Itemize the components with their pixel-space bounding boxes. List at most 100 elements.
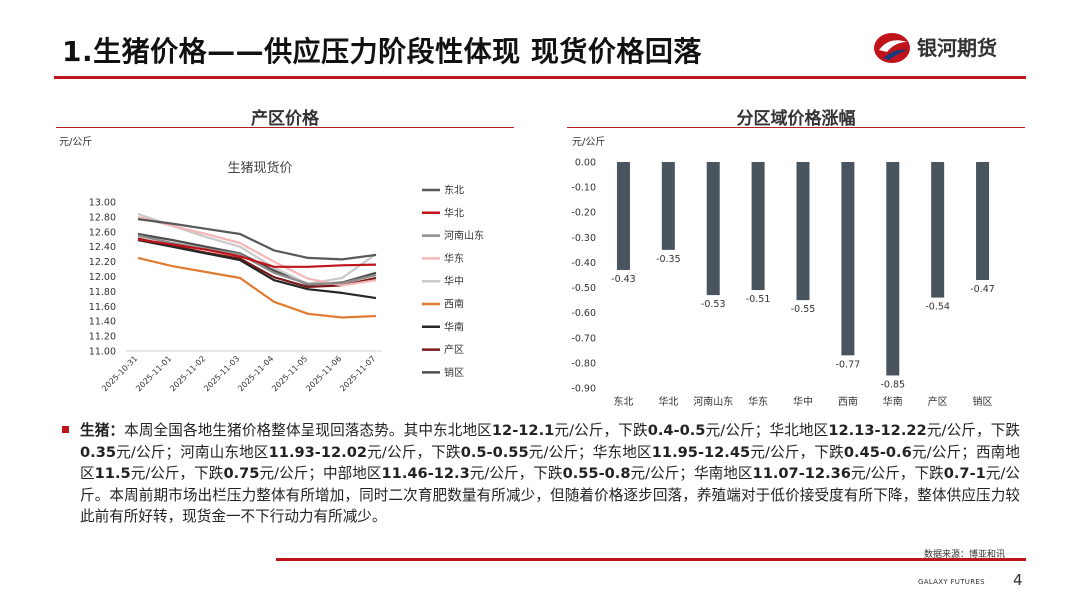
y-tick-label: 11.20 [89, 332, 116, 343]
paragraph-segment: 0.45-0.6 [843, 443, 912, 461]
y-tick-label: -0.70 [571, 333, 596, 344]
series-line-2 [137, 238, 377, 268]
paragraph-segment: 生猪： [80, 422, 125, 439]
paragraph-segment: 元/公斤；华南地区 [630, 465, 753, 482]
page-title: 1.生猪价格——供应压力阶段性体现 现货价格回落 [62, 35, 702, 68]
left-panel-divider [56, 127, 514, 128]
paragraph-segment: 本周全国各地生猪价格整体呈现回落态势。其中东北地区 [124, 422, 492, 439]
paragraph-segment: 11.95-12.45 [651, 443, 751, 461]
series-line-6 [137, 256, 377, 319]
bar-value-label: -0.54 [925, 302, 950, 313]
paragraph-segment: 元/公斤，下跌 [130, 465, 224, 482]
paragraph-segment: 元/公斤，下跌 [926, 422, 1020, 439]
bar-东北 [616, 162, 630, 270]
line-chart-title: 生猪现货价 [227, 160, 292, 176]
paragraph-segment: 0.7-1 [943, 465, 986, 482]
legend-label: 产区 [444, 343, 464, 356]
bottom-divider [276, 558, 1026, 561]
bar-华中 [796, 162, 810, 301]
y-tick-label: -0.20 [571, 208, 596, 219]
paragraph-segment: 元/公斤，下跌 [850, 465, 944, 482]
paragraph-segment: 0.35 [80, 443, 117, 461]
paragraph-segment: 元/公斤，下跌 [554, 422, 648, 439]
title-divider [54, 76, 1026, 79]
y-tick-label: -0.60 [571, 308, 596, 319]
bar-value-label: -0.47 [970, 284, 995, 295]
y-tick-label: 11.60 [89, 302, 116, 313]
bar-chart: 0.00 -0.10 -0.20 -0.30 -0.40 -0.50 -0.60 -0.70 -… [571, 158, 995, 409]
data-source: 数据来源：博亚和讯 [924, 550, 1006, 560]
paragraph-segment: 11.5 [94, 465, 131, 482]
page-number: 4 [1013, 571, 1023, 589]
x-tick-label: 2025-11-07 [338, 354, 377, 393]
legend-label: 河南山东 [444, 229, 484, 242]
y-tick-label: 13.00 [89, 198, 116, 209]
legend-label: 华东 [444, 252, 464, 265]
series-line-7 [137, 238, 377, 300]
category-label: 河南山东 [693, 395, 733, 408]
right-panel-title: 分区域价格涨幅 [736, 109, 856, 129]
category-label: 华东 [748, 395, 768, 408]
category-label: 销区 [973, 395, 993, 408]
paragraph-segment: 0.75 [223, 465, 260, 482]
paragraph-segment: 0.55-0.8 [562, 465, 631, 482]
category-label: 东北 [613, 395, 633, 408]
bar-value-label: -0.77 [836, 359, 861, 370]
legend-label: 华北 [444, 206, 464, 219]
legend-label: 华南 [444, 320, 464, 333]
bar-value-label: -0.53 [701, 299, 726, 310]
galaxy-logo-icon [874, 33, 910, 63]
bar-华南 [886, 162, 900, 376]
right-unit-label: 元/公斤 [572, 137, 606, 148]
legend-label: 西南 [444, 298, 464, 311]
y-tick-label: -0.50 [571, 283, 596, 294]
bullet-marker [62, 426, 69, 433]
series-line-3 [137, 234, 377, 285]
y-tick-label: 11.80 [89, 287, 116, 298]
bar-value-label: -0.43 [611, 274, 636, 285]
series-line-1 [137, 218, 377, 261]
bar-value-label: -0.55 [791, 304, 816, 315]
footer-brand: GALAXY FUTURES [918, 578, 985, 586]
bar-河南山东 [706, 162, 720, 296]
category-label: 华中 [793, 395, 813, 408]
y-tick-label: 12.00 [89, 272, 116, 283]
legend-label: 销区 [444, 366, 464, 379]
y-tick-label: -0.10 [571, 183, 596, 194]
bar-产区 [931, 162, 945, 298]
y-tick-label: 11.40 [89, 317, 116, 328]
y-tick-label: 0.00 [575, 158, 596, 169]
legend-label: 东北 [444, 184, 464, 197]
brand-logo: 银河期货 [873, 30, 1033, 66]
bar-西南 [841, 162, 855, 356]
category-label: 产区 [928, 395, 948, 408]
y-tick-label: -0.30 [571, 233, 596, 244]
bar-华东 [751, 162, 765, 291]
paragraph-segment: 元/公斤，下跌 [367, 443, 461, 461]
paragraph-segment: 元/公斤，下跌 [750, 443, 844, 461]
bar-value-label: -0.35 [656, 254, 681, 265]
paragraph-segment: 元/公斤。本周前期市场出栏压力整体有所增加，同时二次育肥数量有所减少，但随着价格… [80, 465, 1021, 525]
paragraph-segment: 0.4-0.5 [647, 422, 706, 439]
y-tick-label: -0.90 [571, 384, 596, 395]
bar-value-label: -0.85 [880, 379, 905, 390]
left-unit-label: 元/公斤 [59, 137, 93, 148]
y-tick-label: 12.40 [89, 242, 116, 253]
category-label: 华北 [658, 395, 678, 408]
left-panel-title: 产区价格 [251, 109, 319, 129]
y-tick-label: 12.80 [89, 212, 116, 223]
legend-label: 华中 [444, 275, 464, 288]
right-panel-divider [567, 127, 1025, 128]
series-line-4 [137, 215, 377, 287]
brand-name: 银河期货 [917, 36, 997, 60]
paragraph-segment: 元/公斤；华北地区 [705, 422, 829, 439]
y-tick-label: -0.40 [571, 258, 596, 269]
paragraph-segment: 元/公斤；中部地区 [259, 465, 382, 482]
paragraph-segment: 元/公斤；华东地区 [528, 443, 652, 461]
y-tick-label: -0.80 [571, 358, 596, 369]
category-label: 西南 [838, 395, 858, 408]
paragraph-segment: 11.93-12.02 [268, 443, 368, 461]
line-chart: 生猪现货价 13.00 12.80 12.60 12.40 12.20 12.00 11.80… [89, 160, 484, 393]
paragraph-segment: 12-12.1 [491, 422, 555, 439]
paragraph-segment: 元/公斤；西南地区 [80, 443, 1021, 483]
